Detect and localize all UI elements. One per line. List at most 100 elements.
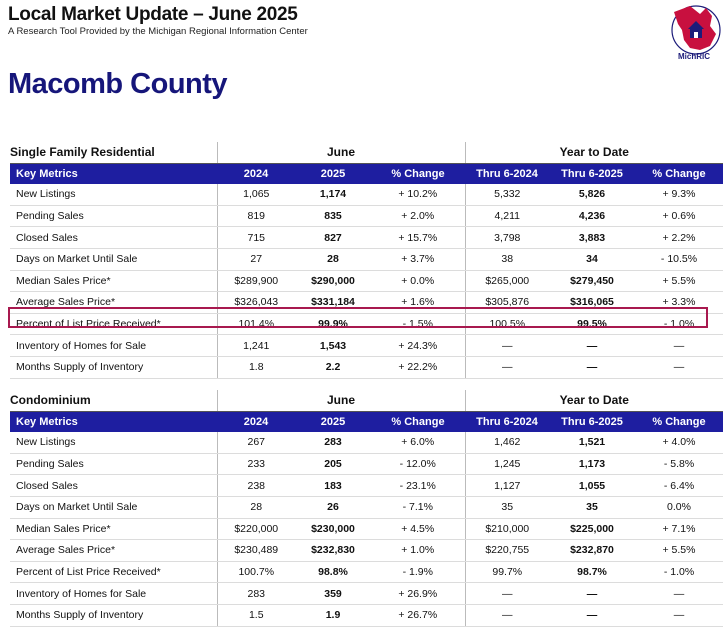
group-label-ytd: Year to Date [464, 390, 723, 412]
metric-value: + 2.2% [635, 226, 723, 249]
metric-value: — [549, 356, 635, 379]
metric-value: — [549, 334, 635, 357]
metric-value: + 0.6% [635, 205, 723, 228]
metric-value: 359 [295, 582, 371, 605]
column-header: % Change [635, 163, 723, 185]
metric-value: 3,798 [464, 226, 549, 249]
metric-value: 267 [216, 432, 295, 454]
metric-value: - 1.9% [371, 561, 465, 584]
metric-value: 35 [549, 496, 635, 519]
column-header: Thru 6-2024 [465, 411, 549, 433]
column-header: 2025 [295, 163, 371, 185]
metric-value: 1,521 [549, 432, 635, 454]
metric-value: $289,900 [216, 270, 295, 293]
section-title: Condominium [10, 390, 217, 412]
metric-value: $225,000 [549, 518, 635, 541]
metric-value: 5,826 [549, 184, 635, 206]
table-row: Inventory of Homes for Sale 1,241 1,543 + 2… [10, 334, 723, 357]
highlight-box [8, 307, 708, 328]
metric-value: — [464, 334, 549, 357]
table-row: Closed Sales 715 827 + 15.7% 3,798 3,883 + 2.2… [10, 226, 723, 249]
metric-value: 238 [216, 474, 295, 497]
metric-label: Months Supply of Inventory [10, 356, 217, 379]
metric-value: + 7.1% [635, 518, 723, 541]
metric-value: - 5.8% [635, 453, 723, 476]
metric-label: Closed Sales [10, 474, 217, 497]
metric-value: $230,489 [216, 539, 295, 562]
table-row: Pending Sales 233 205- 12.0% 1,245 1,173- 5.… [10, 453, 723, 476]
metric-value: 4,211 [464, 205, 549, 228]
column-header: % Change [371, 163, 465, 185]
metric-value: 835 [295, 205, 371, 228]
metric-value: — [635, 582, 723, 605]
table-row: Percent of List Price Received* 100.7% 98.… [10, 561, 723, 584]
metric-value: — [549, 604, 635, 627]
michric-logo [671, 5, 721, 55]
metric-label: Median Sales Price* [10, 270, 217, 293]
table-row: Months Supply of Inventory 1.8 2.2 + 22.2% —… [10, 356, 723, 379]
metric-value: $265,000 [464, 270, 549, 293]
metric-value: — [635, 604, 723, 627]
metric-value: 35 [464, 496, 549, 519]
metric-value: 1,241 [216, 334, 295, 357]
metric-value: 4,236 [549, 205, 635, 228]
column-header: 2024 [217, 163, 295, 185]
metric-value: - 10.5% [635, 248, 723, 271]
column-header: % Change [371, 411, 465, 433]
metric-value: 2.2 [295, 356, 371, 379]
metric-value: 183 [295, 474, 371, 497]
metric-value: 1,127 [464, 474, 549, 497]
group-label-ytd: Year to Date [464, 142, 723, 164]
metric-value: $232,830 [295, 539, 371, 562]
metric-value: 0.0% [635, 496, 723, 519]
page-subtitle: A Research Tool Provided by the Michigan… [8, 26, 308, 37]
condominium-table: Condominium June Year to Date Key Metric… [10, 390, 723, 627]
metric-value: + 1.0% [371, 539, 465, 562]
metric-value: + 15.7% [371, 226, 465, 249]
column-header: 2024 [217, 411, 295, 433]
metric-value: — [635, 356, 723, 379]
metric-label: Days on Market Until Sale [10, 496, 217, 519]
metric-label: Closed Sales [10, 226, 217, 249]
county-heading: Macomb County [8, 68, 228, 100]
metric-value: 1.5 [216, 604, 295, 627]
metric-value: 205 [295, 453, 371, 476]
metric-value: 1,174 [295, 184, 371, 206]
metric-value: $279,450 [549, 270, 635, 293]
metric-value: 38 [464, 248, 549, 271]
metric-value: - 12.0% [371, 453, 465, 476]
metric-value: 98.7% [549, 561, 635, 584]
metric-value: 1.9 [295, 604, 371, 627]
metric-label: New Listings [10, 432, 217, 454]
metric-value: - 7.1% [371, 496, 465, 519]
metric-value: $230,000 [295, 518, 371, 541]
metric-label: Percent of List Price Received* [10, 561, 217, 584]
column-header: % Change [635, 411, 723, 433]
metric-value: 100.7% [216, 561, 295, 584]
column-header: 2025 [295, 411, 371, 433]
metric-label: Median Sales Price* [10, 518, 217, 541]
metric-value: 1,245 [464, 453, 549, 476]
metric-value: + 10.2% [371, 184, 465, 206]
table-row: Median Sales Price* $220,000 $230,000 + 4.5… [10, 518, 723, 541]
column-header: Key Metrics [10, 163, 217, 185]
table-row: Closed Sales 238 183- 23.1% 1,127 1,055- 6.4… [10, 474, 723, 497]
metric-value: 3,883 [549, 226, 635, 249]
metric-value: $220,000 [216, 518, 295, 541]
metric-value: 27 [216, 248, 295, 271]
metric-value: - 6.4% [635, 474, 723, 497]
metric-value: + 4.0% [635, 432, 723, 454]
metric-label: Pending Sales [10, 453, 217, 476]
metric-value: 99.7% [464, 561, 549, 584]
metric-value: — [635, 334, 723, 357]
metric-value: $210,000 [464, 518, 549, 541]
metric-value: + 5.5% [635, 270, 723, 293]
metric-value: 819 [216, 205, 295, 228]
page-title: Local Market Update – June 2025 [8, 4, 298, 25]
table-row: Inventory of Homes for Sale 283 359 + 26.9%… [10, 582, 723, 605]
metric-value: + 6.0% [371, 432, 465, 454]
metric-label: Days on Market Until Sale [10, 248, 217, 271]
metric-value: + 26.9% [371, 582, 465, 605]
table-row: Median Sales Price* $289,900 $290,000 + 0.0… [10, 270, 723, 293]
metric-value: + 5.5% [635, 539, 723, 562]
